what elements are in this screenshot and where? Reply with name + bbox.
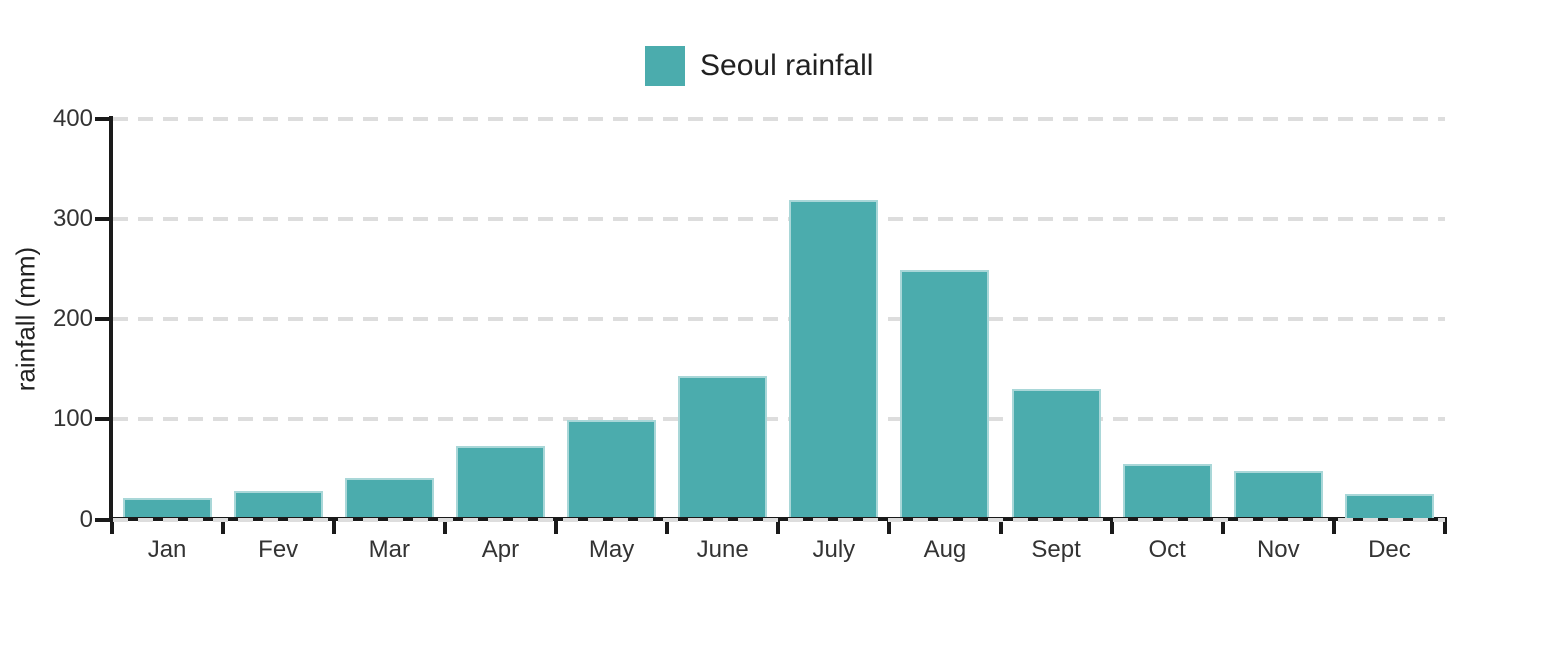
gridline-300	[113, 216, 1445, 221]
x-tick-label-oct: Oct	[1148, 536, 1186, 563]
bar-aug[interactable]	[900, 269, 990, 518]
y-axis-line	[109, 116, 113, 522]
x-axis-tick-12	[1443, 520, 1447, 534]
y-axis-tick-300	[95, 216, 109, 221]
x-tick-label-nov: Nov	[1256, 536, 1300, 563]
bar-may[interactable]	[567, 420, 657, 518]
bar-apr[interactable]	[455, 446, 545, 518]
legend: Seoul rainfall	[645, 46, 873, 88]
y-axis-tick-200	[95, 317, 109, 321]
x-tick-label-aug: Aug	[923, 536, 967, 563]
bar-sept[interactable]	[1011, 389, 1101, 518]
x-axis-tick-9	[1109, 520, 1114, 534]
x-axis-tick-11	[1331, 520, 1336, 534]
y-tick-label-0: 0	[79, 505, 93, 533]
gridline-200	[113, 317, 1445, 321]
y-axis-tick-400	[95, 116, 109, 121]
x-axis-tick-1	[220, 520, 225, 534]
y-tick-label-100: 100	[52, 405, 93, 433]
bar-nov[interactable]	[1233, 471, 1323, 518]
x-axis-tick-2	[331, 520, 336, 534]
gridline-100	[113, 417, 1445, 422]
y-axis-tick-100	[95, 417, 109, 422]
bar-dec[interactable]	[1344, 494, 1434, 518]
x-tick-label-sept: Sept	[1031, 536, 1081, 563]
x-tick-label-july: July	[812, 536, 856, 563]
bar-fev[interactable]	[233, 491, 323, 518]
x-axis-tick-10	[1220, 520, 1225, 534]
y-tick-label-400: 400	[52, 104, 93, 132]
x-tick-label-mar: Mar	[368, 536, 410, 563]
x-tick-label-june: June	[696, 536, 749, 563]
legend-swatch-icon	[645, 46, 685, 86]
x-axis-tick-3	[442, 520, 447, 534]
bar-mar[interactable]	[344, 478, 434, 518]
bar-july[interactable]	[789, 199, 879, 518]
bar-jan[interactable]	[122, 498, 212, 518]
x-axis-tick-4	[554, 520, 558, 534]
x-tick-label-fev: Fev	[258, 536, 299, 563]
x-tick-label-dec: Dec	[1368, 536, 1411, 563]
bar-oct[interactable]	[1122, 464, 1212, 518]
bar-june[interactable]	[678, 376, 768, 518]
y-tick-label-200: 200	[52, 305, 93, 332]
x-axis-tick-8	[998, 520, 1003, 534]
y-tick-label-300: 300	[52, 204, 93, 232]
y-axis-tick-0	[95, 517, 109, 522]
legend-item-seoul-rainfall[interactable]: Seoul rainfall	[645, 46, 873, 86]
legend-label: Seoul rainfall	[700, 49, 874, 82]
x-tick-label-may: May	[588, 536, 635, 563]
gridline-400	[113, 116, 1445, 121]
x-axis-tick-0	[109, 520, 114, 534]
x-axis-tick-5	[665, 520, 670, 534]
x-tick-label-jan: Jan	[147, 536, 187, 563]
x-axis-tick-7	[887, 520, 892, 534]
gridline-0	[113, 517, 1445, 522]
x-tick-label-apr: Apr	[481, 536, 520, 563]
x-axis-tick-6	[776, 520, 781, 534]
